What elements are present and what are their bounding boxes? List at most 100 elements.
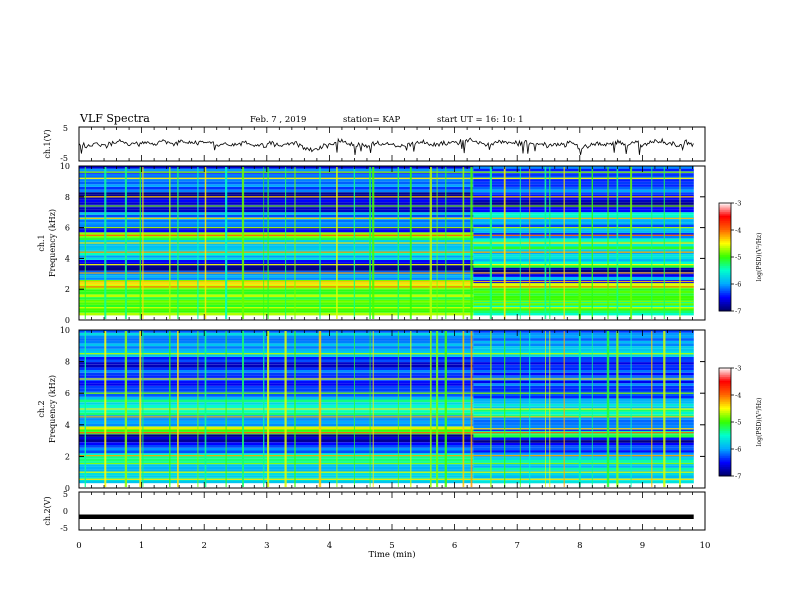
- ch1-spectrogram-band-cell: [79, 227, 474, 230]
- ch1-spectrogram-band-cell: [79, 192, 474, 195]
- ch2-spectrogram-band-cell: [473, 343, 694, 347]
- ch2-spectrogram-band-cell: [79, 466, 474, 470]
- colorbar-cell: [719, 474, 731, 477]
- colorbar-cell: [719, 273, 731, 276]
- colorbar-cell: [719, 257, 731, 260]
- ch2-spectrogram-band-cell: [473, 332, 694, 336]
- ch1-spectrogram-band-cell: [473, 259, 694, 262]
- colorbar-cell: [719, 203, 731, 206]
- colorbar-cell: [719, 235, 731, 238]
- ch2-spectrogram-band-cell: [79, 480, 474, 484]
- ch2-spectrogram-band-cell: [473, 354, 694, 357]
- ch1-spectrogram-band-cell: [473, 197, 694, 200]
- colorbar-tick-label: -6: [735, 446, 741, 454]
- ch1-spectrogram-band-cell: [79, 237, 474, 240]
- ch1-spectrogram-band-cell: [79, 277, 474, 280]
- time-tick-label: 0: [76, 541, 81, 551]
- colorbar-tick-label: -6: [735, 281, 741, 289]
- ch1-spectrogram-band-cell: [473, 235, 694, 239]
- ch1-spectrogram-band-cell: [473, 254, 694, 257]
- colorbar-cell: [719, 470, 731, 473]
- ch2-ytick-neg5: -5: [60, 524, 68, 533]
- colorbar-cell: [719, 307, 731, 310]
- ch2-spectrogram-band-cell: [473, 401, 694, 404]
- ch1-spectrogram-ytick-label: 8: [65, 193, 70, 202]
- ch2-spectrogram-band-cell: [473, 447, 694, 451]
- ch1-waveform-ylabel: ch.1(V): [43, 129, 52, 158]
- colorbar-cell: [719, 210, 731, 213]
- ch2-spectrogram-band-cell: [79, 367, 474, 370]
- ch1-spectrogram-band-cell: [473, 269, 694, 273]
- colorbar-cell: [719, 294, 731, 297]
- colorbar-cell: [719, 447, 731, 450]
- colorbar-cell: [719, 382, 731, 385]
- time-tick-label: 3: [264, 541, 269, 551]
- colorbar-cell: [719, 423, 731, 426]
- ch2-spectrogram-band-cell: [79, 362, 474, 365]
- ch1-waveform-panel: 5 -5 ch.1(V): [43, 124, 706, 163]
- ch2-spectrogram-band-cell: [473, 419, 694, 423]
- ch2-spectrogram-band-cell: [79, 399, 474, 403]
- ch1-spectrogram-band-cell: [79, 189, 474, 193]
- colorbar-tick-label: -7: [735, 473, 741, 481]
- colorbar-tick-label: -4: [735, 392, 741, 400]
- ch2-spectrogram-band-cell: [79, 383, 474, 386]
- ch1-spectrogram-band-cell: [79, 184, 474, 187]
- ch2-spectrogram-band-cell: [79, 346, 474, 349]
- ch2-spectrogram-band-cell: [79, 410, 474, 413]
- ch1-spectrogram-band-cell: [473, 230, 694, 233]
- ch2-spectrogram-band-cell: [79, 370, 474, 373]
- colorbar-cell: [719, 407, 731, 410]
- ch2-spectrogram-ytick-label: 2: [65, 452, 70, 461]
- colorbar-cell: [719, 411, 731, 414]
- colorbar-cell: [719, 271, 731, 274]
- ch1-spectrogram-band-cell: [79, 273, 474, 276]
- ch2-spectrogram-yticks: 0 2 4 6 8 10: [60, 326, 705, 493]
- colorbar-cell: [719, 208, 731, 211]
- ch1-spectrogram-band-cell: [79, 255, 474, 258]
- ch2-spectrogram-band-cell: [473, 398, 694, 402]
- ch2-spectrogram-band-cell: [79, 332, 474, 336]
- ch1-spectrogram-band-cell: [473, 243, 694, 247]
- ch2-spectrogram-ytick-label: 4: [65, 421, 70, 430]
- ch1-spectrogram-band-cell: [473, 166, 694, 169]
- ch1-spectrogram-band-cell: [79, 245, 474, 248]
- ch2-spectrogram-band-cell: [79, 330, 474, 333]
- ch2-spectrogram-band-cell: [79, 364, 474, 368]
- ch2-spectrogram-ytick-label: 10: [60, 326, 70, 335]
- ch1-spectrogram-bands: [79, 166, 694, 316]
- ch2-spectrogram-band-cell: [79, 372, 474, 376]
- ch2-spectrogram-band-cell: [79, 338, 474, 341]
- ch1-spectrogram-band-cell: [473, 227, 694, 231]
- time-axis-ticks: 0 1 2 3 4 5 6 7 8 9 10: [76, 127, 710, 551]
- ch2-spectrogram-band-cell: [473, 391, 694, 394]
- ch2-spectrogram-band-cell: [473, 434, 694, 438]
- ch2-spectrogram-band-cell: [473, 480, 694, 484]
- colorbar-cell: [719, 237, 731, 240]
- ch2-spectrogram-ytick-label: 6: [65, 389, 70, 398]
- header-station: station= KAP: [343, 115, 401, 125]
- ch2-spectrogram-band-cell: [79, 375, 474, 378]
- ch2-spectrogram-band-cell: [473, 416, 694, 420]
- ch2-spectrogram-band-cell: [473, 375, 694, 378]
- ch1-spectrogram-ylabel-channel: ch.1: [37, 234, 46, 251]
- ch1-spectrogram-band-cell: [79, 294, 474, 297]
- ch2-spectrogram-ylabel-channel: ch.2: [37, 400, 46, 417]
- colorbar-cell: [719, 228, 731, 231]
- ch2-spectrogram-band-cell: [79, 444, 474, 448]
- ch1-spectrogram-band-cell: [79, 297, 474, 300]
- colorbar-cell: [719, 230, 731, 233]
- ch1-spectrogram-band-cell: [473, 283, 694, 286]
- ch2-spectrogram-band-cell: [79, 359, 474, 363]
- colorbar-cell: [719, 413, 731, 416]
- ch1-spectrogram-band-cell: [473, 199, 694, 203]
- header-start-time: start UT = 16: 10: 1: [437, 115, 524, 125]
- colorbar-cell: [719, 434, 731, 437]
- ch1-spectrogram-band-cell: [79, 229, 474, 233]
- ch2-spectrogram-band-cell: [79, 402, 474, 405]
- colorbar-cell: [719, 255, 731, 258]
- colorbar-cell: [719, 289, 731, 292]
- colorbar-cell: [719, 461, 731, 464]
